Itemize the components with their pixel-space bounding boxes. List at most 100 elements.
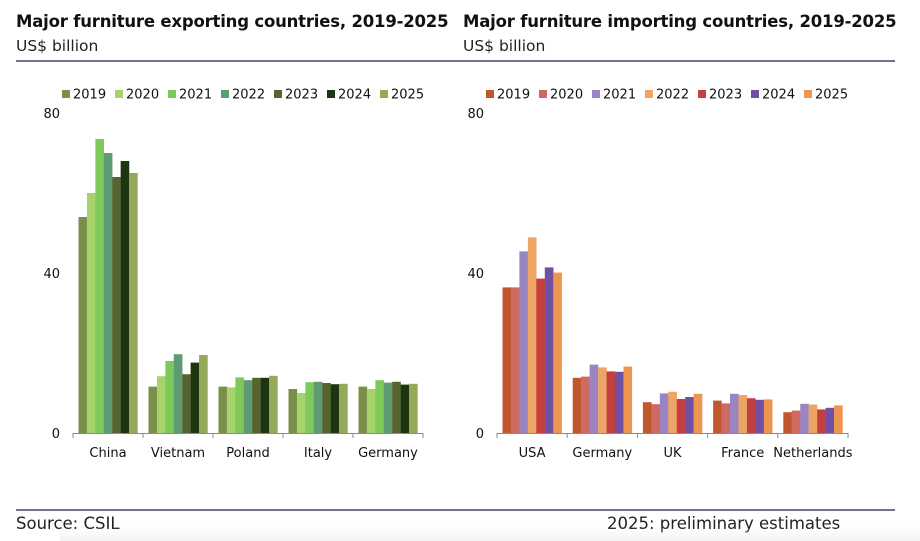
legend-swatch-2024 [327, 90, 335, 98]
bar-china-2024 [120, 161, 130, 433]
legend-swatch-2019 [486, 90, 494, 98]
bar-netherlands-2025 [834, 405, 843, 433]
bar-italy-2021 [305, 382, 314, 433]
import-legend: 2019 2020 2021 2022 2023 2024 2025 [486, 88, 848, 103]
left-chart-subtitle: US$ billion [16, 37, 99, 55]
legend-swatch-2020 [539, 90, 547, 98]
legend-label-2022: 2022 [656, 88, 689, 103]
bar-poland-2024 [260, 377, 270, 433]
legend-label-2023: 2023 [709, 88, 742, 103]
legend-swatch-2022 [645, 90, 653, 98]
x-tick-label-usa: USA [519, 446, 546, 461]
x-tick-label-poland: Poland [226, 446, 269, 461]
bar-vietnam-2022 [173, 354, 183, 433]
legend-label-2025: 2025 [815, 88, 848, 103]
bar-italy-2025 [339, 383, 348, 433]
legend-swatch-2023 [698, 90, 706, 98]
bar-poland-2020 [226, 387, 236, 433]
legend-swatch-2024 [751, 90, 759, 98]
bar-germany-2024 [400, 384, 410, 433]
import-bars [502, 237, 843, 433]
bar-usa-2025 [553, 272, 562, 433]
legend-item-2024: 2024 [327, 88, 371, 103]
bar-germany-2023 [606, 371, 616, 433]
bar-italy-2024 [330, 384, 340, 433]
imports-chart: 2019 2020 2021 2022 2023 2024 2025 0 40 80 USA Germ… [467, 88, 852, 462]
bar-france-2021 [730, 393, 739, 433]
export-legend: 2019 2020 2021 2022 2023 2024 2025 [62, 88, 424, 103]
legend-item-2023: 2023 [698, 88, 742, 103]
footer-divider [16, 509, 895, 511]
legend-label-2025: 2025 [391, 88, 424, 103]
bar-poland-2021 [235, 377, 244, 433]
bar-vietnam-2021 [165, 361, 174, 433]
legend-item-2021: 2021 [168, 88, 212, 103]
legend-item-2022: 2022 [221, 88, 265, 103]
export-bars [78, 139, 418, 433]
legend-item-2019: 2019 [486, 88, 530, 103]
legend-label-2023: 2023 [285, 88, 318, 103]
bar-vietnam-2019 [148, 386, 158, 433]
bar-germany-2023 [392, 381, 401, 433]
bottom-shade [60, 527, 920, 541]
bar-germany-2021 [589, 364, 599, 433]
bar-uk-2022 [668, 391, 677, 433]
bar-italy-2019 [288, 389, 298, 433]
bar-germany-2020 [581, 376, 590, 433]
bar-france-2020 [721, 403, 731, 433]
x-tick-label-germany: Germany [572, 446, 632, 461]
legend-item-2019: 2019 [62, 88, 106, 103]
bar-usa-2020 [510, 287, 520, 433]
legend-item-2020: 2020 [115, 88, 159, 103]
bar-uk-2019 [642, 402, 652, 433]
y-tick-label-80: 80 [467, 107, 484, 122]
bar-france-2022 [738, 395, 748, 433]
bar-netherlands-2021 [800, 403, 809, 433]
legend-swatch-2025 [380, 90, 388, 98]
bar-netherlands-2022 [808, 404, 818, 433]
legend-item-2021: 2021 [592, 88, 636, 103]
bar-netherlands-2019 [783, 412, 792, 433]
bar-poland-2025 [269, 375, 278, 433]
bar-germany-2020 [366, 389, 376, 433]
legend-swatch-2021 [592, 90, 600, 98]
legend-swatch-2021 [168, 90, 176, 98]
legend-label-2024: 2024 [762, 88, 795, 103]
legend-label-2020: 2020 [126, 88, 159, 103]
y-tick-label-40: 40 [43, 267, 60, 282]
legend-item-2025: 2025 [804, 88, 848, 103]
x-tick-label-italy: Italy [304, 446, 333, 461]
x-tick-label-uk: UK [663, 446, 682, 461]
x-tick-label-china: China [89, 446, 126, 461]
y-tick-label-80: 80 [43, 107, 60, 122]
bar-germany-2021 [375, 380, 384, 433]
legend-label-2020: 2020 [550, 88, 583, 103]
bar-usa-2021 [519, 251, 529, 433]
bar-germany-2022 [383, 382, 393, 433]
bar-poland-2019 [218, 386, 228, 433]
legend-label-2022: 2022 [232, 88, 265, 103]
bar-usa-2024 [544, 267, 554, 433]
bar-uk-2025 [693, 393, 703, 433]
right-chart-subtitle: US$ billion [463, 37, 546, 55]
bar-uk-2021 [659, 393, 669, 433]
exports-chart: 2019 2020 2021 2022 2023 2024 2025 0 40 80 China Vi… [43, 88, 424, 462]
bar-germany-2022 [598, 367, 607, 433]
y-tick-label-0: 0 [476, 427, 484, 442]
legend-label-2021: 2021 [179, 88, 212, 103]
right-chart-title: Major furniture importing countries, 201… [463, 12, 897, 31]
bar-netherlands-2023 [817, 409, 826, 433]
legend-label-2024: 2024 [338, 88, 371, 103]
x-tick-label-france: France [721, 446, 764, 461]
y-tick-label-40: 40 [467, 267, 484, 282]
bar-netherlands-2024 [825, 407, 835, 433]
legend-swatch-2020 [115, 90, 123, 98]
bar-germany-2024 [614, 371, 624, 433]
legend-item-2020: 2020 [539, 88, 583, 103]
bar-poland-2023 [252, 377, 261, 433]
bar-germany-2025 [409, 383, 418, 433]
bar-uk-2024 [685, 397, 694, 433]
legend-label-2021: 2021 [603, 88, 636, 103]
bar-germany-2019 [358, 386, 368, 433]
legend-item-2025: 2025 [380, 88, 424, 103]
